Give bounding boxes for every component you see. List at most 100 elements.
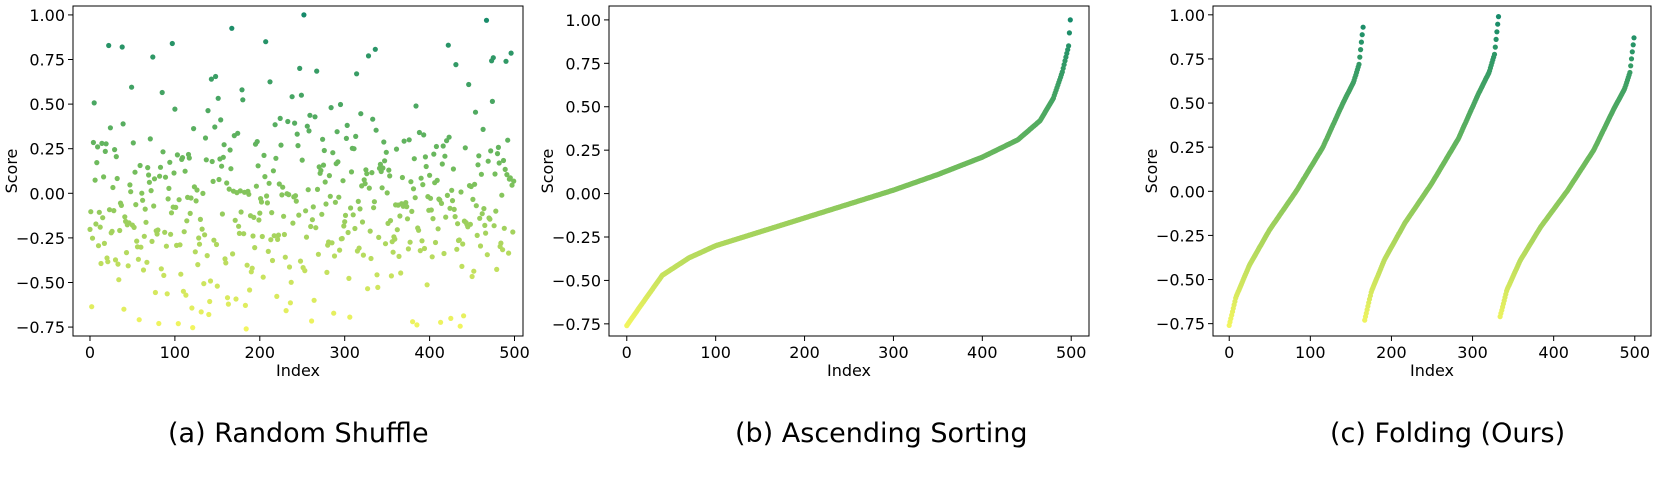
shuffle-point [371,199,377,205]
shuffle-point [435,226,441,232]
shuffle-point [215,95,221,101]
shuffle-point [266,180,272,186]
shuffle-point [158,266,164,272]
shuffle-point [220,154,226,160]
shuffle-point [208,76,214,82]
shuffle-point [262,174,268,180]
shuffle-point [202,135,209,141]
folding-point [1360,24,1366,30]
shuffle-point [297,65,303,71]
shuffle-point [372,46,378,52]
shuffle-point [192,249,198,255]
shuffle-point [424,282,430,288]
shuffle-point [413,103,419,109]
folding-point [1631,35,1637,41]
shuffle-point [350,212,356,218]
shuffle-point [97,224,103,230]
shuffle-point [229,25,235,31]
folding-point [1358,47,1364,53]
folding-point [1356,61,1362,67]
shuffle-point [112,147,118,153]
shuffle-ytick-label: −0.25 [16,229,65,248]
shuffle-point [394,227,400,233]
shuffle-point [87,226,93,232]
shuffle-point [334,129,340,135]
shuffle-point [134,238,140,244]
shuffle-point [269,210,275,216]
shuffle-point [200,190,206,196]
shuffle-point [496,160,502,166]
shuffle-point [330,150,336,156]
shuffle-point [281,231,287,238]
shuffle-point [390,249,396,255]
shuffle-point [508,50,514,56]
shuffle-point [412,195,418,201]
shuffle-point [375,284,381,290]
shuffle-point [102,148,108,154]
shuffle-point [242,302,248,308]
shuffle-point [296,212,302,218]
shuffle-point [133,202,139,208]
shuffle-point [489,98,495,104]
shuffle-point [421,132,427,138]
shuffle-point [397,213,403,219]
shuffle-point [140,197,146,203]
shuffle-point [405,246,411,252]
shuffle-point [302,268,308,274]
sorted-xtick-label: 300 [878,343,909,362]
shuffle-point [421,245,428,252]
folding-ytick-label: 0.00 [1169,182,1205,201]
shuffle-point [342,212,349,218]
shuffle-point [159,89,165,96]
shuffle-axes: 0 100 200 300 400 500 −0.75 −0.50 −0.25 0.00 0.25 0… [2,5,530,380]
folding-point [1495,21,1501,27]
shuffle-point [251,214,257,220]
shuffle-point [433,143,439,150]
sorted-point [1067,17,1073,23]
shuffle-point [410,319,416,325]
shuffle-point [277,115,283,121]
shuffle-point [354,71,360,77]
shuffle-point [264,193,270,199]
folding-ytick-label: 0.50 [1169,94,1205,113]
shuffle-point [314,68,320,74]
shuffle-point [458,189,464,195]
shuffle-point [204,253,210,259]
shuffle-point [180,288,186,294]
shuffle-point [91,100,97,106]
shuffle-point [399,174,405,181]
shuffle-xtick-label: 100 [160,343,191,362]
shuffle-point [117,227,123,234]
shuffle-point [196,241,203,247]
shuffle-point [186,155,192,161]
shuffle-point [480,126,486,132]
shuffle-point [94,160,100,166]
shuffle-point [442,153,448,159]
shuffle-point [332,199,338,205]
shuffle-point [477,243,484,249]
shuffle-point [115,261,121,267]
folding-axes: 0 100 200 300 400 500 −0.75 −0.50 −0.25 0.00 0.25 0… [1142,5,1652,380]
shuffle-point [336,194,342,200]
shuffle-point [88,209,94,215]
shuffle-point [363,167,369,173]
shuffle-ytick-label: 0.50 [29,95,65,114]
shuffle-point [193,198,199,204]
sorted-xtick-label: 400 [967,343,998,362]
caption-ascending-sorting: (b) Ascending Sorting [735,418,1028,449]
shuffle-point [289,94,295,100]
folding-ytick-label: 0.75 [1169,50,1205,69]
shuffle-point [380,165,386,171]
folding-xtick-label: 100 [1295,343,1326,362]
shuffle-point [132,169,138,175]
shuffle-point [177,242,183,248]
shuffle-point [224,295,231,301]
shuffle-point [495,144,501,150]
folding-points [1226,14,1637,328]
shuffle-point [303,208,309,214]
shuffle-point [246,191,252,197]
shuffle-point [285,118,291,125]
shuffle-point [279,192,285,198]
shuffle-point [313,225,319,231]
sorted-point [1066,43,1072,49]
